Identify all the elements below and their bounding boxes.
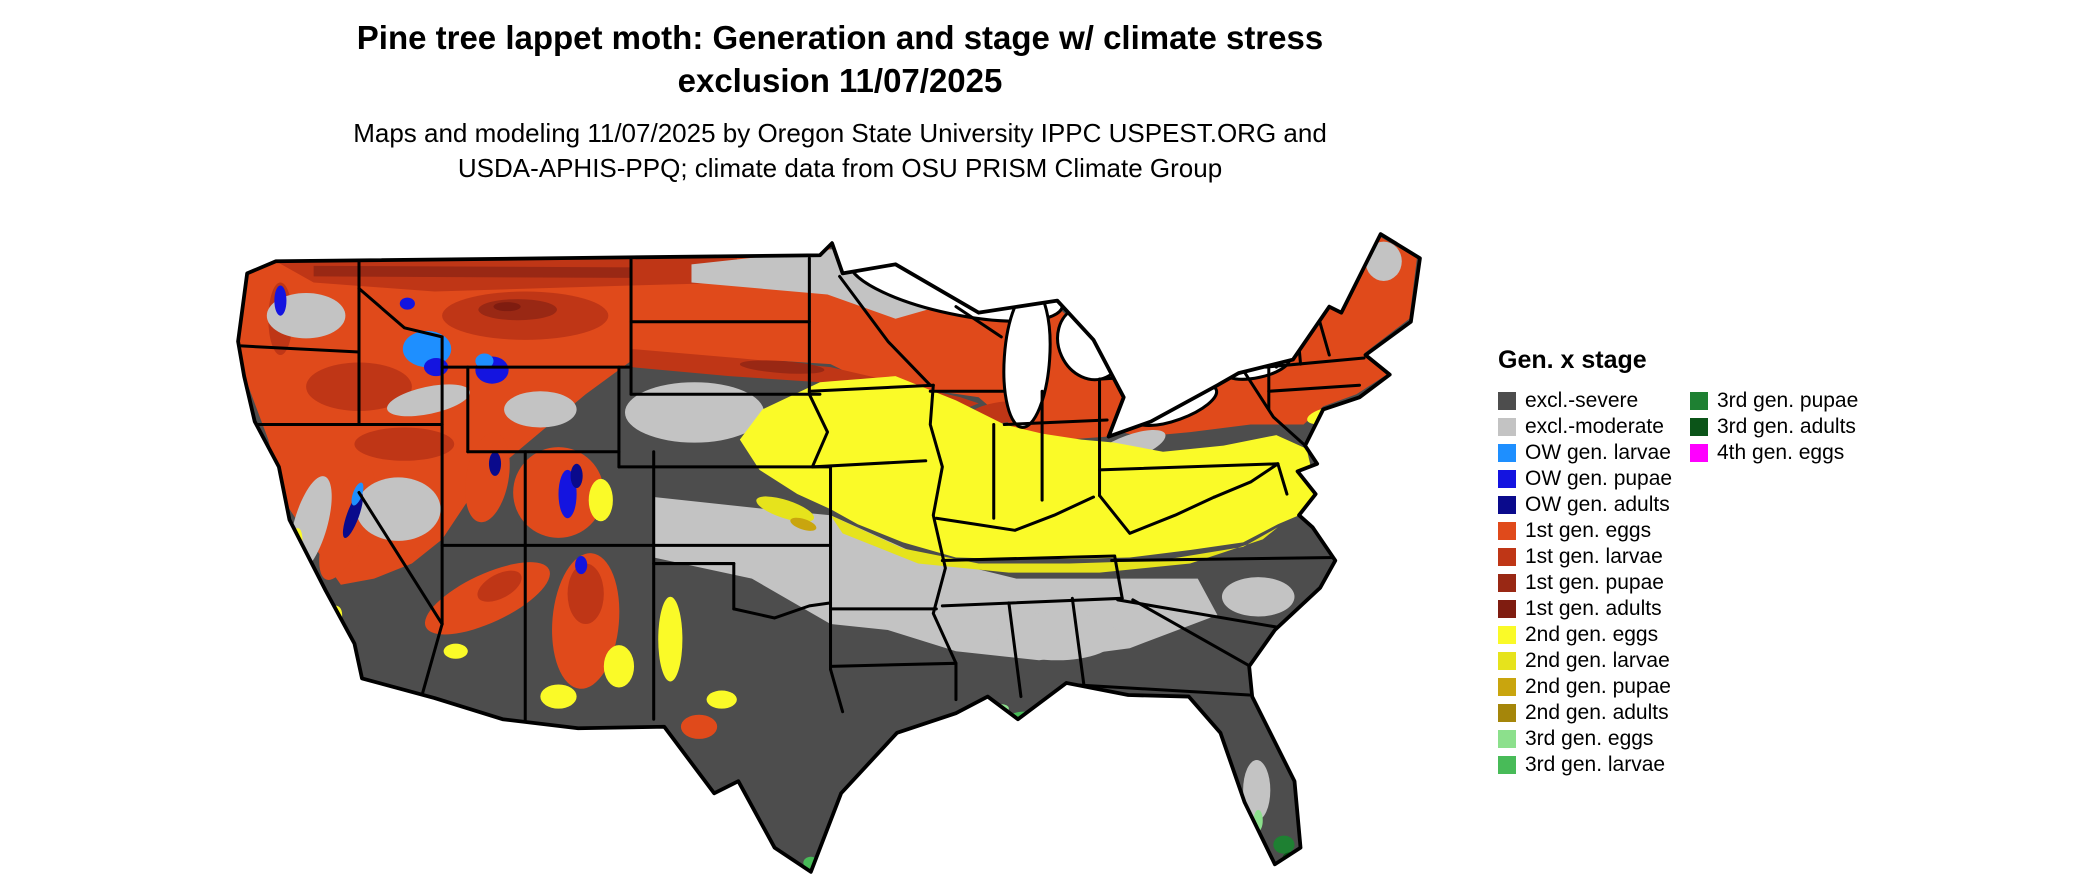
legend-swatch-4th-eggs <box>1690 444 1708 462</box>
legend-label: 2nd gen. eggs <box>1525 623 1659 646</box>
legend-swatch-excl-severe <box>1498 392 1516 410</box>
legend-label: 1st gen. pupae <box>1525 571 1664 594</box>
legend-item: 3rd gen. larvae <box>1498 752 1690 778</box>
legend-item: 3rd gen. eggs <box>1498 726 1690 752</box>
legend-label: 2nd gen. adults <box>1525 701 1669 724</box>
legend-item: 1st gen. adults <box>1498 596 1690 622</box>
legend-item: OW gen. larvae <box>1498 440 1690 466</box>
legend-item: 4th gen. eggs <box>1690 440 1858 466</box>
legend-label: excl.-severe <box>1525 389 1639 412</box>
legend-item: 2nd gen. pupae <box>1498 674 1690 700</box>
legend-swatch-3rd-pupae <box>1690 392 1708 410</box>
legend-label: 4th gen. eggs <box>1717 441 1845 464</box>
legend: Gen. x stage excl.-severe excl.-moderate… <box>1498 346 1858 778</box>
legend-swatch-2nd-eggs <box>1498 626 1516 644</box>
legend-swatch-ow-adults <box>1498 496 1516 514</box>
legend-swatch-3rd-larvae <box>1498 756 1516 774</box>
legend-item: 1st gen. eggs <box>1498 518 1690 544</box>
map-subtitle-line-1: Maps and modeling 11/07/2025 by Oregon S… <box>353 118 1327 148</box>
legend-title: Gen. x stage <box>1498 346 1647 374</box>
legend-label: 3rd gen. adults <box>1717 415 1856 438</box>
legend-item: 2nd gen. eggs <box>1498 622 1690 648</box>
legend-item: 2nd gen. larvae <box>1498 648 1690 674</box>
legend-item: OW gen. adults <box>1498 492 1690 518</box>
legend-item: 3rd gen. pupae <box>1690 388 1858 414</box>
legend-swatch-1st-pupae <box>1498 574 1516 592</box>
us-outline <box>236 232 1422 874</box>
legend-label: 3rd gen. pupae <box>1717 389 1859 412</box>
legend-label: OW gen. larvae <box>1525 441 1671 464</box>
header: Pine tree lappet moth: Generation and st… <box>180 16 1500 186</box>
legend-label: OW gen. adults <box>1525 493 1670 516</box>
legend-item: OW gen. pupae <box>1498 466 1690 492</box>
legend-swatch-3rd-adults <box>1690 418 1708 436</box>
legend-swatch-1st-eggs <box>1498 522 1516 540</box>
legend-swatch-ow-pupae <box>1498 470 1516 488</box>
legend-swatch-ow-larvae <box>1498 444 1516 462</box>
legend-swatch-1st-adults <box>1498 600 1516 618</box>
legend-label: 2nd gen. pupae <box>1525 675 1671 698</box>
legend-label: excl.-moderate <box>1525 415 1664 438</box>
us-map <box>236 232 1422 874</box>
legend-swatch-2nd-pupae <box>1498 678 1516 696</box>
us-map-container <box>200 222 1455 890</box>
legend-column-2: 3rd gen. pupae 3rd gen. adults 4th gen. … <box>1690 388 1858 466</box>
legend-label: 1st gen. eggs <box>1525 519 1652 542</box>
legend-swatch-3rd-eggs <box>1498 730 1516 748</box>
map-subtitle-line-2: USDA-APHIS-PPQ; climate data from OSU PR… <box>457 153 1223 183</box>
map-subtitle: Maps and modeling 11/07/2025 by Oregon S… <box>180 116 1500 186</box>
legend-item: 2nd gen. adults <box>1498 700 1690 726</box>
legend-swatch-2nd-adults <box>1498 704 1516 722</box>
legend-label: 1st gen. adults <box>1525 597 1662 620</box>
legend-item: excl.-moderate <box>1498 414 1690 440</box>
legend-swatch-2nd-larvae <box>1498 652 1516 670</box>
legend-label: 2nd gen. larvae <box>1525 649 1670 672</box>
map-title-line-2: exclusion 11/07/2025 <box>677 62 1003 99</box>
legend-item: 1st gen. pupae <box>1498 570 1690 596</box>
map-title-line-1: Pine tree lappet moth: Generation and st… <box>356 19 1324 56</box>
legend-item: excl.-severe <box>1498 388 1690 414</box>
map-region-2nd-gen-pupae <box>790 517 817 531</box>
legend-label: OW gen. pupae <box>1525 467 1673 490</box>
legend-label: 3rd gen. eggs <box>1525 727 1654 750</box>
legend-label: 3rd gen. larvae <box>1525 753 1666 776</box>
state-borders <box>239 253 1366 732</box>
legend-label: 1st gen. larvae <box>1525 545 1663 568</box>
legend-swatch-excl-moderate <box>1498 418 1516 436</box>
legend-item: 1st gen. larvae <box>1498 544 1690 570</box>
legend-column-1: excl.-severe excl.-moderate OW gen. larv… <box>1498 388 1690 778</box>
legend-item: 3rd gen. adults <box>1690 414 1858 440</box>
map-region-overwinter-gen <box>274 285 588 575</box>
legend-swatch-1st-larvae <box>1498 548 1516 566</box>
